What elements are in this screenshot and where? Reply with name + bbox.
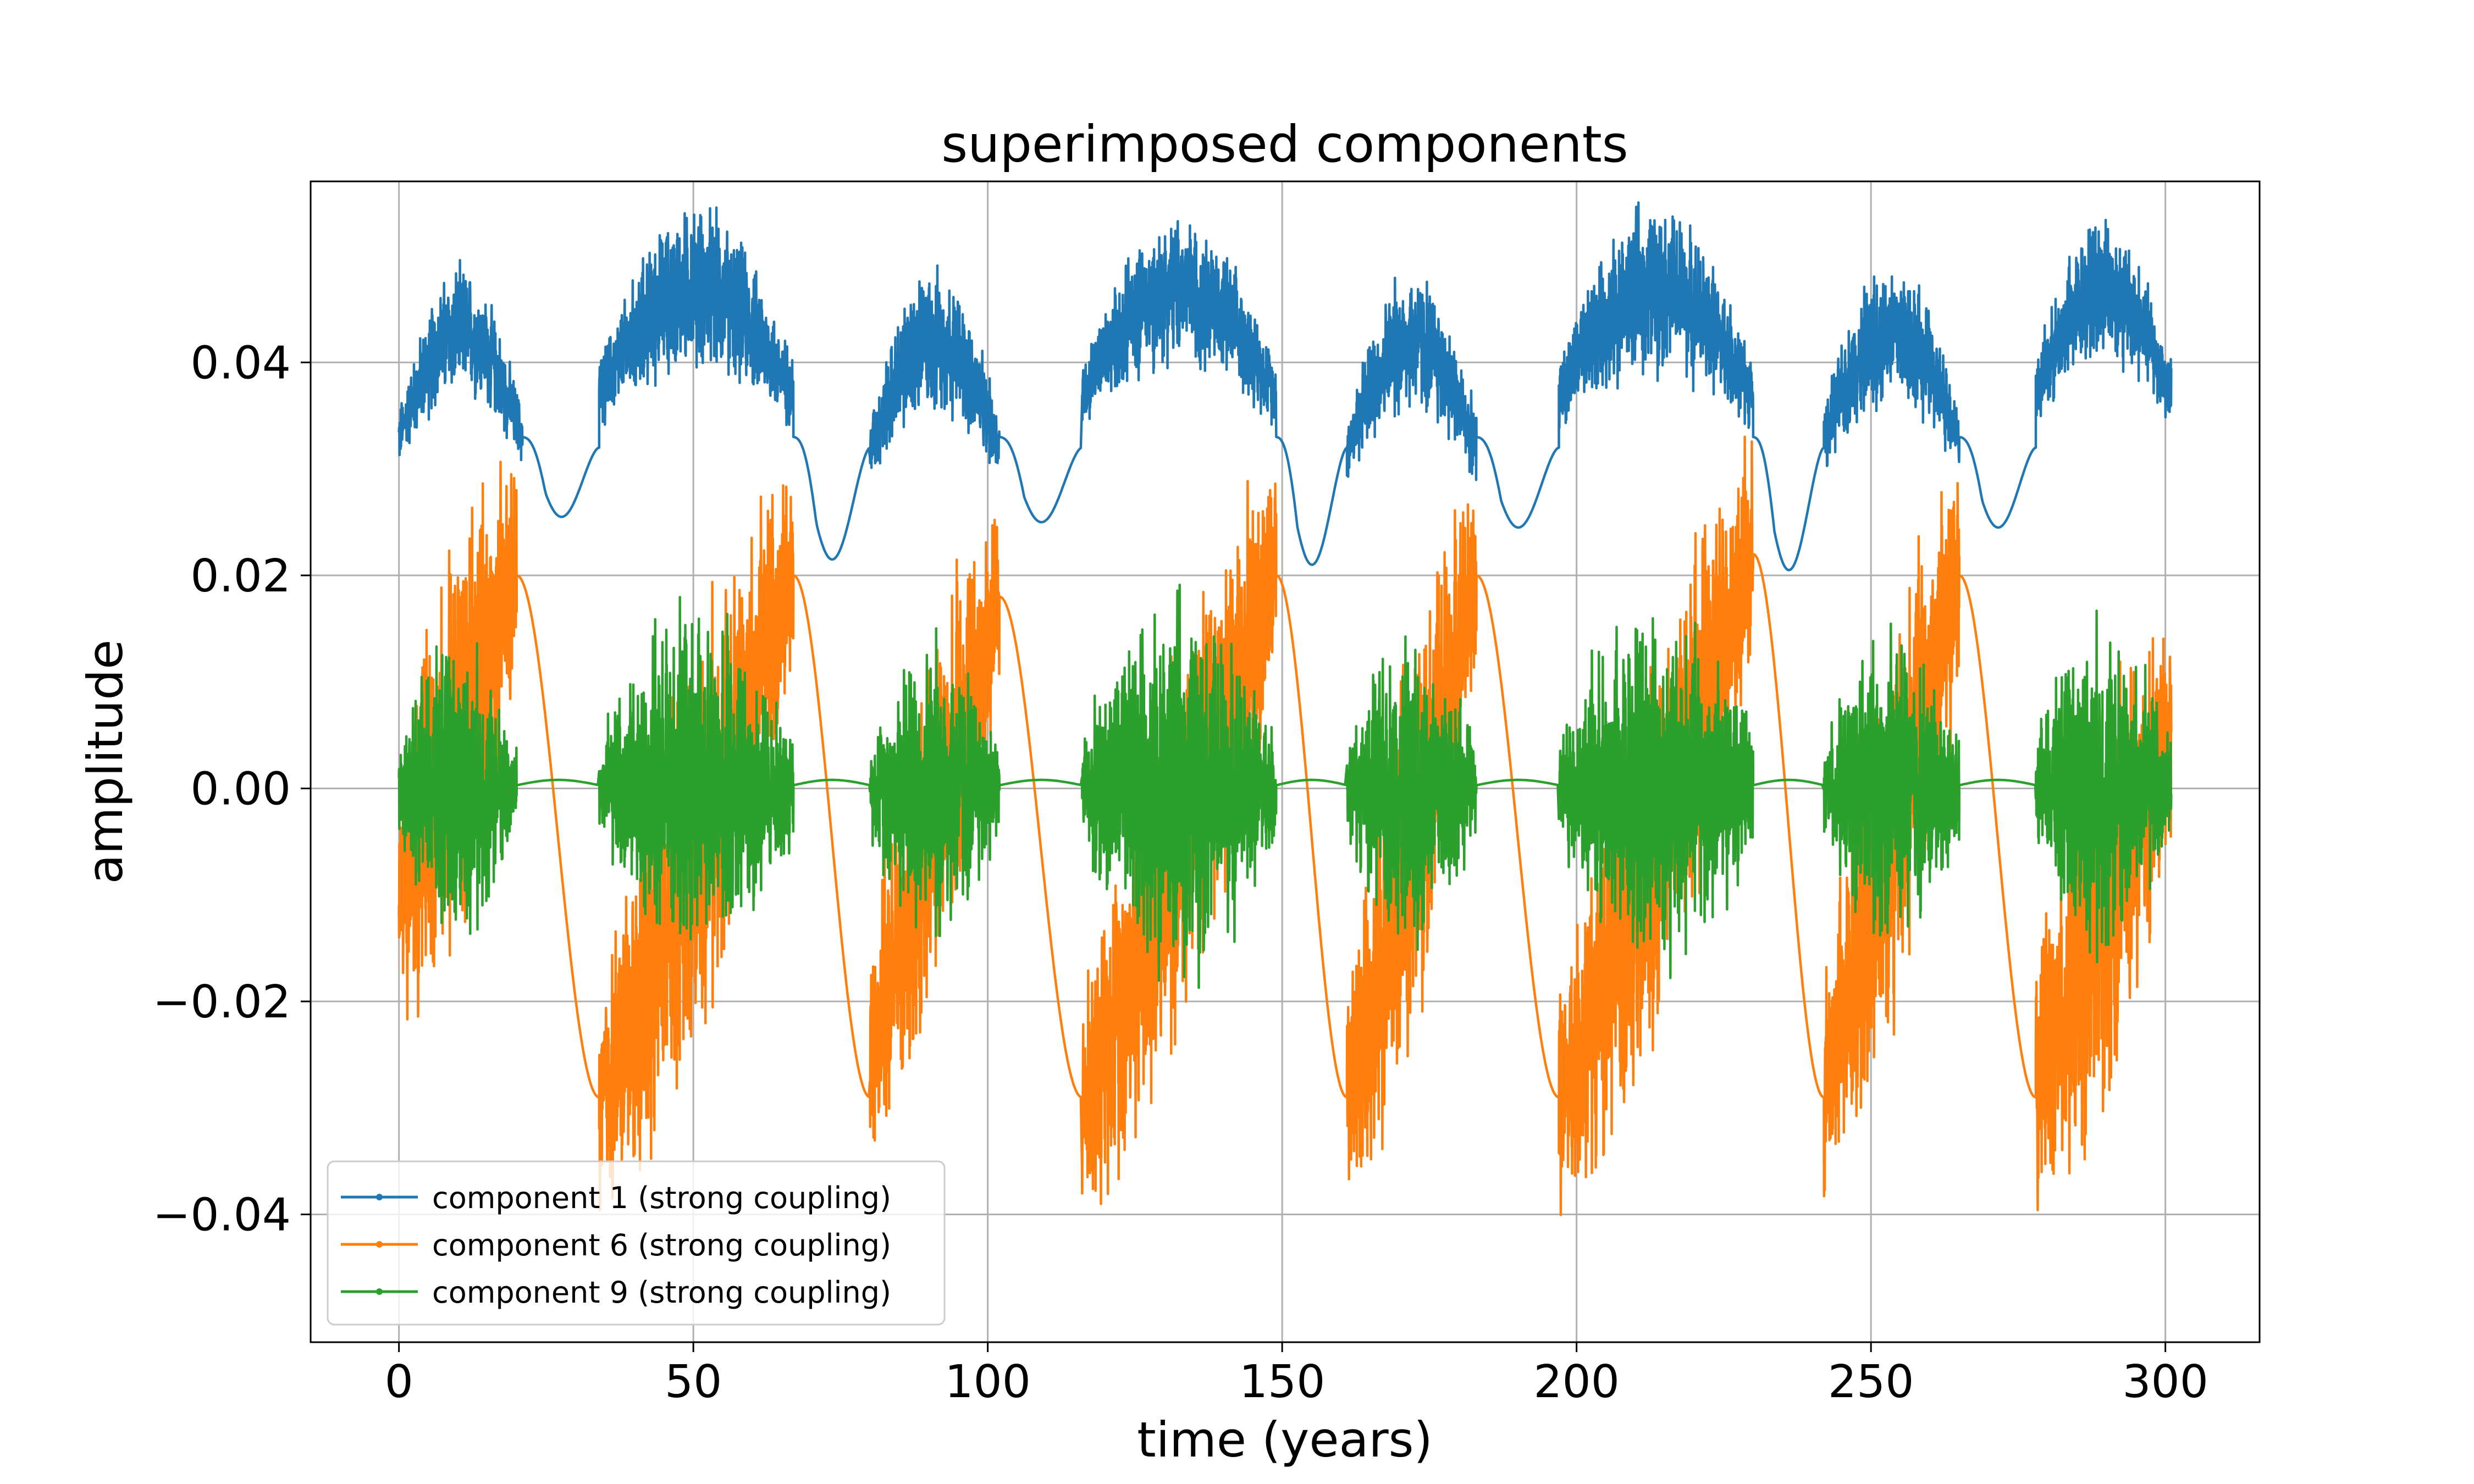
y-axis: 0.04 0.02 0.00 −0.02 −0.04 — [153, 337, 311, 1241]
series-line-3 — [397, 583, 2173, 989]
x-axis: 0 50 100 150 200 250 300 — [385, 1342, 2208, 1408]
legend-box — [327, 1160, 946, 1326]
series-line-1 — [397, 201, 2173, 572]
legend-marker-2 — [376, 1241, 383, 1248]
x-tick-label: 150 — [1239, 1356, 1326, 1408]
y-tick-label: 0.00 — [190, 763, 291, 815]
y-tick-label: 0.04 — [190, 337, 291, 389]
y-tick-label: −0.04 — [153, 1189, 291, 1241]
x-tick-label: 100 — [945, 1356, 1031, 1408]
x-tick-label: 200 — [1533, 1356, 1620, 1408]
y-tick-label: 0.02 — [190, 550, 291, 602]
plot-frame — [310, 180, 2261, 1343]
legend-marker-1 — [376, 1194, 383, 1200]
series-layer — [397, 201, 2173, 1216]
chart-title: superimposed components — [941, 115, 1628, 174]
y-tick-label: −0.02 — [153, 976, 291, 1028]
x-tick-label: 250 — [1828, 1356, 1914, 1408]
x-tick-label: 50 — [665, 1356, 722, 1408]
legend-label-2: component 6 (strong coupling) — [432, 1228, 891, 1262]
legend-label-3: component 9 (strong coupling) — [432, 1275, 891, 1310]
x-axis-label: time (years) — [1137, 1411, 1433, 1468]
x-tick-label: 0 — [385, 1356, 413, 1408]
legend: component 1 (strong coupling) component 6… — [327, 1160, 946, 1326]
legend-marker-3 — [376, 1288, 383, 1295]
y-axis-label: amplitude — [77, 640, 134, 884]
legend-label-1: component 1 (strong coupling) — [432, 1181, 891, 1215]
x-tick-label: 300 — [2122, 1356, 2208, 1408]
